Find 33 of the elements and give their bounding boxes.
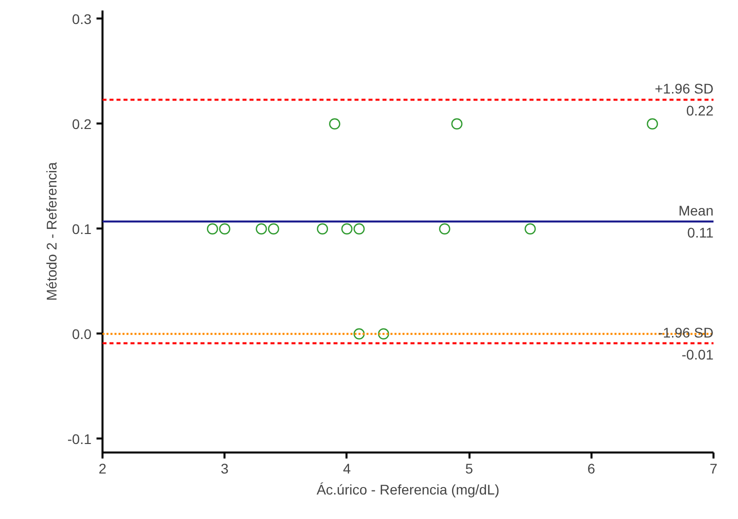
point	[206, 223, 218, 234]
ref-line-label: Mean	[678, 202, 714, 219]
point	[354, 223, 365, 234]
annotation: -0.01	[682, 346, 714, 362]
point	[439, 223, 450, 234]
point	[524, 223, 536, 234]
point	[268, 223, 280, 234]
point	[341, 223, 352, 234]
point	[256, 223, 267, 234]
x-tick-label: 6	[587, 460, 596, 476]
ref-line-label: -1.96 SD	[658, 324, 714, 340]
annotation: 0.22	[686, 102, 714, 119]
point	[646, 118, 658, 130]
y-tick-label: 0.1	[72, 220, 92, 237]
ref-line-label: +1.96 SD	[654, 80, 714, 97]
point	[219, 223, 230, 234]
y-axis-title: Método 2 - Referencia	[43, 162, 60, 301]
point	[354, 328, 365, 340]
y-tick-label: 0.3	[72, 10, 92, 27]
point	[329, 118, 340, 130]
y-tick-label: 0.2	[72, 116, 92, 132]
y-tick-label: -0.1	[67, 430, 92, 447]
x-tick-label: 4	[343, 460, 352, 476]
x-tick-label: 7	[710, 460, 718, 476]
x-axis-title: Ác.úrico - Referencia (mg/dL)	[316, 482, 500, 498]
point	[378, 328, 390, 340]
x-tick-label: 3	[220, 460, 229, 476]
y-tick-label: 0.0	[72, 326, 92, 342]
x-tick-label: 2	[98, 460, 107, 476]
x-tick-label: 5	[465, 460, 474, 476]
point	[316, 223, 328, 234]
annotation: 0.11	[687, 224, 714, 241]
point	[451, 118, 462, 130]
